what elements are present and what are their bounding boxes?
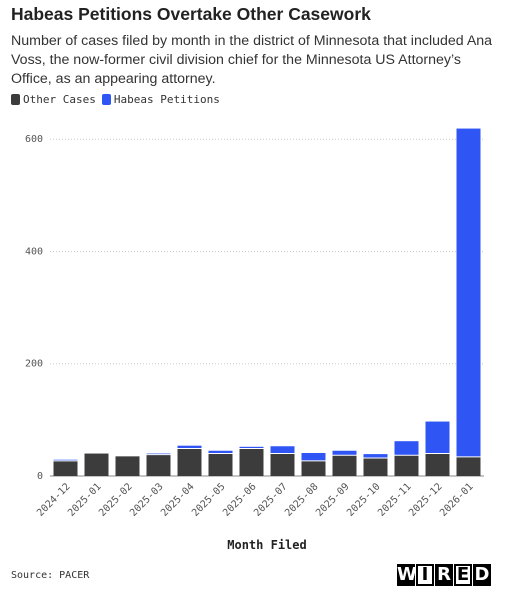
bars [53, 128, 481, 476]
bar-other-cases [84, 453, 109, 476]
y-tick-label: 400 [25, 246, 43, 257]
bar-other-cases [239, 448, 264, 476]
bar-other-cases [456, 456, 481, 476]
bar-habeas-petitions [301, 452, 326, 461]
logo-letter: R [435, 564, 453, 586]
bar-habeas-petitions [177, 445, 202, 449]
legend-item-habeas-petitions: Habeas Petitions [101, 93, 220, 106]
bar-habeas-petitions [456, 128, 481, 457]
bar-habeas-petitions [332, 450, 357, 456]
bar-habeas-petitions [270, 446, 295, 454]
legend-label-habeas-petitions: Habeas Petitions [113, 93, 220, 106]
chart-title: Habeas Petitions Overtake Other Casework [11, 4, 371, 24]
legend-item-other-cases: Other Cases [11, 93, 96, 106]
bar-other-cases [332, 455, 357, 476]
legend: Other Cases Habeas Petitions [11, 93, 226, 106]
bar-habeas-petitions [208, 450, 233, 454]
y-tick-label: 200 [25, 359, 43, 370]
bar-other-cases [301, 460, 326, 476]
bar-habeas-petitions [53, 459, 78, 461]
bar-other-cases [270, 453, 295, 476]
x-axis-title: Month Filed [227, 538, 306, 552]
logo-letter: E [454, 564, 472, 586]
bar-chart: 0 200 400 600 2024-122025-012025-022025-032… [25, 128, 484, 552]
logo-letter: D [473, 564, 491, 586]
x-axis-ticks: 2024-122025-012025-022025-032025-042025-… [35, 481, 476, 519]
logo-letter: I [416, 564, 434, 586]
y-axis-ticks: 0 200 400 600 [25, 134, 43, 482]
bar-other-cases [115, 456, 140, 476]
chart-subtitle: Number of cases filed by month in the di… [11, 33, 493, 87]
bar-other-cases [363, 458, 388, 476]
y-tick-label: 0 [37, 471, 43, 482]
logo-letter: W [397, 564, 417, 586]
bar-other-cases [53, 460, 78, 476]
bar-habeas-petitions [239, 446, 264, 449]
bar-other-cases [177, 448, 202, 476]
bar-other-cases [394, 455, 419, 476]
source-note: Source: PACER [11, 570, 90, 581]
bar-habeas-petitions [425, 421, 450, 454]
bar-habeas-petitions [363, 454, 388, 459]
bar-habeas-petitions [394, 441, 419, 456]
gridlines [50, 138, 484, 477]
bar-other-cases [425, 453, 450, 476]
bar-other-cases [146, 454, 171, 476]
bar-other-cases [208, 453, 233, 476]
legend-swatch-habeas-petitions [101, 94, 111, 105]
x-tick-label: 2026-01 [438, 481, 476, 519]
legend-swatch-other-cases [11, 94, 20, 105]
bar-habeas-petitions [146, 453, 171, 455]
legend-label-other-cases: Other Cases [23, 93, 96, 106]
y-tick-label: 600 [25, 134, 43, 145]
